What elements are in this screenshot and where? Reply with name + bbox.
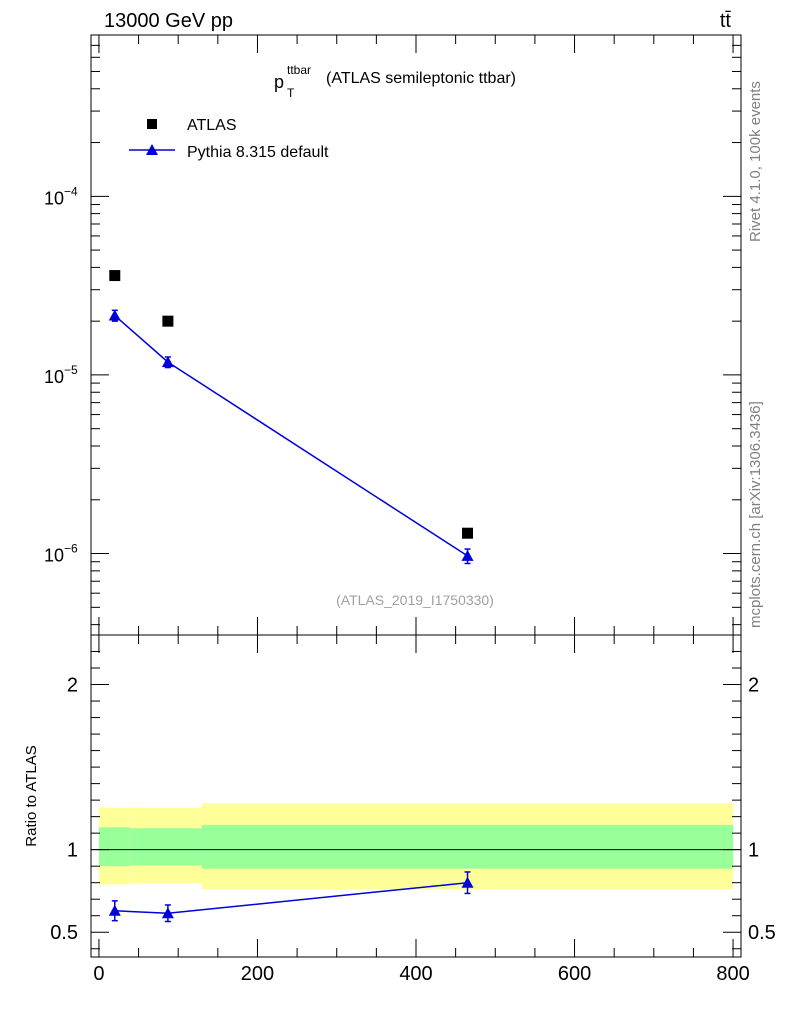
x-tick-label: 200 [241, 963, 274, 985]
plot-title-sub: T [287, 86, 295, 100]
pythia-data-point [108, 309, 121, 321]
y-tick-label-base: 10 [44, 546, 64, 566]
uncertainty-band-green [201, 824, 734, 869]
x-tick-label: 800 [716, 963, 749, 985]
legend-pythia-marker [146, 144, 158, 155]
process-label: tt̄ [720, 10, 732, 32]
ratio-frame [90, 634, 742, 958]
legend-atlas-marker [147, 119, 157, 129]
ratio-data-point [161, 907, 174, 919]
uncertainty-band-green [130, 828, 202, 866]
y-tick-label-base: 10 [44, 367, 64, 387]
ratio-y-tick-label-left: 1 [67, 840, 78, 862]
y-tick-label-exp: −5 [64, 363, 78, 377]
main-series [108, 270, 474, 565]
ratio-panel: 0.5 0.5 1 1 2 2 0 200 400 600 800 Ratio to ATLAS [23, 634, 776, 985]
main-panel: 10−610−510−4 p ttbar T (ATLAS semilepton… [44, 34, 742, 636]
plot-title-sup: ttbar [287, 63, 311, 77]
ratio-axis-ticks: 0.5 0.5 1 1 2 2 0 200 400 600 800 [50, 634, 776, 985]
ratio-bands [98, 803, 734, 890]
plot-title-main: p [274, 72, 284, 92]
main-axis-ticks: 10−610−510−4 [44, 34, 741, 635]
atlas-data-point [162, 315, 174, 327]
source-label: mcplots.cern.ch [arXiv:1306.3436] [747, 401, 764, 628]
pythia-data-point [461, 549, 474, 561]
rivet-version-label: Rivet 4.1.0, 100k events [747, 81, 764, 242]
y-tick-label-exp: −6 [64, 542, 78, 556]
x-tick-label: 400 [399, 963, 432, 985]
ratio-y-tick-label-right: 1 [748, 840, 759, 862]
analysis-label: (ATLAS_2019_I1750330) [336, 592, 494, 608]
y-tick-label-exp: −4 [64, 184, 78, 198]
pythia-line [114, 314, 468, 557]
ratio-y-tick-label-right: 0.5 [748, 922, 776, 944]
ratio-y-tick-label-left: 0.5 [50, 922, 78, 944]
atlas-data-point [462, 527, 474, 539]
ratio-data-point [461, 876, 474, 888]
x-tick-label: 0 [93, 963, 104, 985]
pythia-data-point [161, 356, 174, 368]
ratio-y-tick-label-left: 2 [67, 675, 78, 697]
ratio-data-point [108, 904, 121, 916]
legend: ATLAS Pythia 8.315 default [129, 117, 329, 161]
x-tick-label: 600 [558, 963, 591, 985]
legend-atlas-label: ATLAS [187, 117, 237, 134]
ratio-ylabel: Ratio to ATLAS [23, 745, 40, 846]
energy-label: 13000 GeV pp [104, 10, 233, 32]
y-tick-label-base: 10 [44, 188, 64, 208]
legend-pythia-label: Pythia 8.315 default [187, 144, 329, 161]
atlas-data-point [109, 270, 121, 282]
ratio-y-tick-label-right: 2 [748, 675, 759, 697]
plot-title-rest: (ATLAS semileptonic ttbar) [326, 70, 516, 87]
ratio-series [108, 871, 474, 923]
uncertainty-band-green [98, 827, 131, 867]
